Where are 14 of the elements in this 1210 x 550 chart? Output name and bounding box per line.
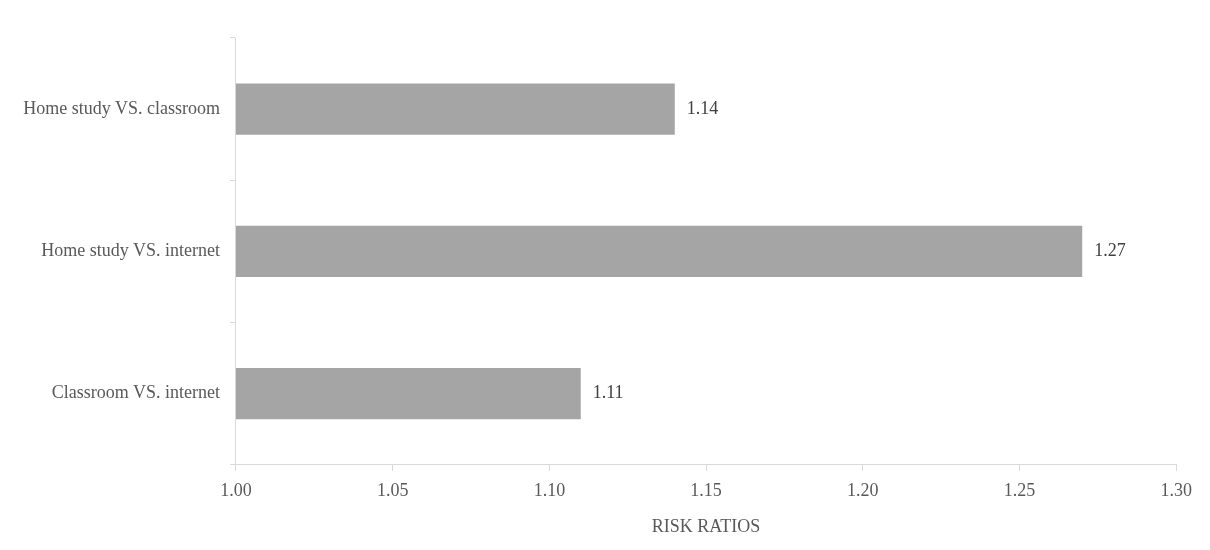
x-tick-label: 1.10 [533, 480, 566, 501]
x-tick-label: 1.05 [376, 480, 409, 501]
x-tick-label: 1.25 [1003, 480, 1036, 501]
x-tick-label: 1.20 [847, 480, 879, 501]
data-label: 1.27 [1094, 240, 1126, 261]
y-tick-label: Home study VS. internet [41, 240, 220, 261]
x-tick-label: 1.15 [690, 480, 722, 501]
x-tick-label: 1.30 [1160, 480, 1192, 501]
x-tick-label: 1.00 [220, 480, 252, 501]
data-label: 1.11 [592, 382, 624, 403]
data-label: 1.14 [686, 97, 719, 118]
y-tick-label: Classroom VS. internet [51, 382, 220, 403]
x-axis-title: RISK RATIOS [651, 515, 761, 536]
y-tick-label: Home study VS. classroom [23, 97, 220, 118]
